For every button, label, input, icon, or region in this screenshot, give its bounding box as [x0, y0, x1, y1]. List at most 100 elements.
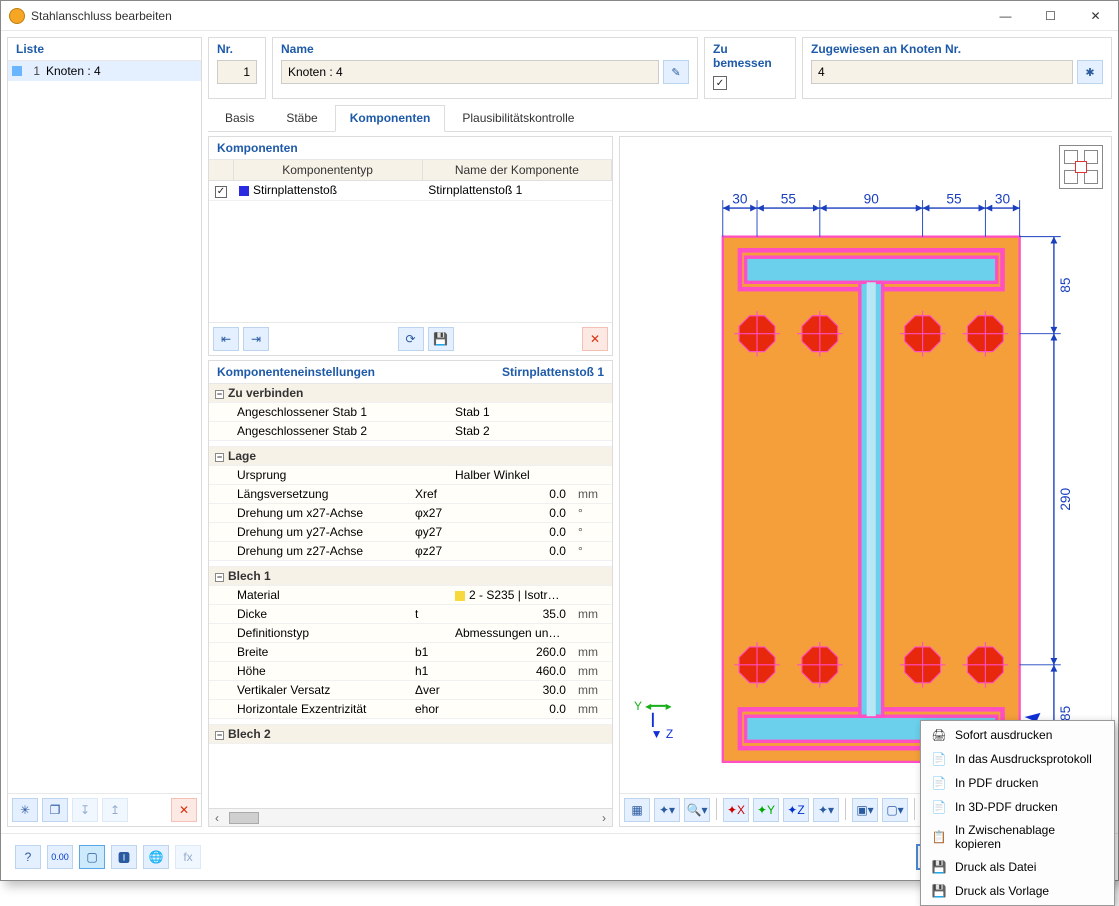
svg-text:30: 30 — [732, 192, 748, 207]
list-color-chip — [12, 66, 22, 76]
context-item[interactable]: 📄In das Ausdrucksprotokoll — [921, 747, 1114, 771]
zugewiesen-input[interactable]: 4 — [811, 60, 1073, 84]
tab-staebe[interactable]: Stäbe — [271, 105, 332, 131]
move-right-icon[interactable]: ⇥ — [243, 327, 269, 351]
ctx-icon: 📄 — [931, 799, 947, 815]
prop-row[interactable]: UrsprungHalber Winkel — [209, 466, 612, 485]
fx-icon[interactable]: fx — [175, 845, 201, 869]
zugewiesen-pick-icon[interactable]: ✱ — [1077, 60, 1103, 84]
list-toolbar: ✳ ❐ ↧ ↥ ✕ — [8, 793, 201, 826]
render-solid-icon[interactable]: ▣▾ — [852, 798, 878, 822]
view-3d-icon[interactable]: ✦▾ — [813, 798, 839, 822]
view-y-icon[interactable]: ✦Y — [753, 798, 779, 822]
prop-row[interactable]: Angeschlossener Stab 2Stab 2 — [209, 422, 612, 441]
context-item[interactable]: 📄In 3D-PDF drucken — [921, 795, 1114, 819]
globe-icon[interactable]: 🌐 — [143, 845, 169, 869]
prop-group[interactable]: −Blech 1 — [209, 567, 612, 586]
grid-icon[interactable]: ▢ — [79, 845, 105, 869]
col-name: Name der Komponente — [422, 160, 611, 181]
copy-icon[interactable]: ❐ — [42, 798, 68, 822]
prop-row[interactable]: Drehung um x27-Achseφx270.0° — [209, 504, 612, 523]
ctx-icon: 📋 — [931, 829, 947, 845]
components-toolbar: ⇤ ⇥ ⟳ 💾 ✕ — [209, 322, 612, 355]
nr-input[interactable]: 1 — [217, 60, 257, 84]
components-title: Komponenten — [209, 137, 612, 160]
library-icon[interactable]: ⟳ — [398, 327, 424, 351]
svg-text:30: 30 — [995, 192, 1011, 207]
viewer-canvas[interactable]: 30559055308529085 Y ◂━━▸ ┃ ▼ Z — [620, 137, 1111, 793]
tab-plausibilitaet[interactable]: Plausibilitätskontrolle — [447, 105, 589, 131]
context-item[interactable]: 📄In PDF drucken — [921, 771, 1114, 795]
close-button[interactable]: ✕ — [1073, 1, 1118, 30]
view-axes-icon[interactable]: ✦▾ — [654, 798, 680, 822]
list-item-label: Knoten : 4 — [46, 64, 101, 78]
settings-header: Komponenteneinstellungen Stirnplattensto… — [209, 361, 612, 384]
prop-row[interactable]: LängsversetzungXref0.0mm — [209, 485, 612, 504]
member-icon[interactable]: 🅸 — [111, 845, 137, 869]
prop-row[interactable]: Angeschlossener Stab 1Stab 1 — [209, 403, 612, 422]
delete-row-icon[interactable]: ✕ — [582, 327, 608, 351]
prop-row[interactable]: Drehung um y27-Achseφy270.0° — [209, 523, 612, 542]
new-icon[interactable]: ✳ — [12, 798, 38, 822]
view-z-icon[interactable]: ✦Z — [783, 798, 809, 822]
prop-row[interactable]: Horizontale Exzentrizitätehor0.0mm — [209, 700, 612, 719]
prop-row[interactable]: Material2 - S235 | Isotrop | Linear ela.… — [209, 586, 612, 605]
view-iso-icon[interactable]: ▦ — [624, 798, 650, 822]
maximize-button[interactable]: ☐ — [1028, 1, 1073, 30]
settings-title-left: Komponenteneinstellungen — [217, 365, 375, 379]
ctx-icon: 💾 — [931, 859, 947, 875]
print-context-menu[interactable]: 🖨Sofort ausdrucken📄In das Ausdrucksproto… — [920, 720, 1115, 906]
main-panel: Nr. 1 Name Knoten : 4 ✎ Zu bemessen ✓ Zu… — [208, 37, 1112, 827]
zugewiesen-block: Zugewiesen an Knoten Nr. 4 ✱ — [802, 37, 1112, 99]
svg-text:290: 290 — [1058, 487, 1073, 510]
list-item[interactable]: 1 Knoten : 4 — [8, 61, 201, 81]
tabs: Basis Stäbe Komponenten Plausibilitätsko… — [208, 105, 1112, 132]
expander-icon[interactable]: − — [215, 390, 224, 399]
svg-text:90: 90 — [864, 192, 880, 207]
prop-row[interactable]: DefinitionstypAbmessungen und Lage — [209, 624, 612, 643]
bemessen-block: Zu bemessen ✓ — [704, 37, 796, 99]
context-item[interactable]: 💾Druck als Vorlage — [921, 879, 1114, 903]
svg-text:85: 85 — [1058, 705, 1073, 721]
prop-row[interactable]: Höheh1460.0mm — [209, 662, 612, 681]
ctx-icon: 📄 — [931, 775, 947, 791]
axis-indicator: Y ◂━━▸ ┃ ▼ Z — [634, 699, 673, 741]
sort-desc-icon[interactable]: ↥ — [102, 798, 128, 822]
name-edit-icon[interactable]: ✎ — [663, 60, 689, 84]
h-scrollbar[interactable]: ‹› — [209, 808, 612, 826]
context-item[interactable]: 💾Druck als Datei — [921, 855, 1114, 879]
prop-group[interactable]: −Zu verbinden — [209, 384, 612, 403]
expander-icon[interactable]: − — [215, 573, 224, 582]
context-item[interactable]: 📋In Zwischenablage kopieren — [921, 819, 1114, 855]
delete-icon[interactable]: ✕ — [171, 798, 197, 822]
units-icon[interactable]: 0.00 — [47, 845, 73, 869]
prop-group[interactable]: −Lage — [209, 447, 612, 466]
help-icon[interactable]: ? — [15, 845, 41, 869]
move-left-icon[interactable]: ⇤ — [213, 327, 239, 351]
context-item[interactable]: 🖨Sofort ausdrucken — [921, 723, 1114, 747]
save-icon[interactable]: 💾 — [428, 327, 454, 351]
expander-icon[interactable]: − — [215, 453, 224, 462]
row-checkbox[interactable]: ✓ — [215, 186, 227, 198]
expander-icon[interactable]: − — [215, 731, 224, 740]
list-item-index: 1 — [26, 64, 46, 78]
view-cube-icon[interactable] — [1059, 145, 1103, 189]
table-row[interactable]: ✓ Stirnplattenstoß Stirnplattenstoß 1 — [209, 181, 612, 201]
prop-row[interactable]: Vertikaler VersatzΔver30.0mm — [209, 681, 612, 700]
name-block: Name Knoten : 4 ✎ — [272, 37, 698, 99]
view-zoom-icon[interactable]: 🔍▾ — [684, 798, 710, 822]
minimize-button[interactable]: — — [983, 1, 1028, 30]
tab-komponenten[interactable]: Komponenten — [335, 105, 446, 132]
prop-row[interactable]: Dicket35.0mm — [209, 605, 612, 624]
prop-row[interactable]: Drehung um z27-Achseφz270.0° — [209, 542, 612, 561]
prop-group[interactable]: −Blech 2 — [209, 725, 612, 744]
prop-row[interactable]: Breiteb1260.0mm — [209, 643, 612, 662]
view-x-icon[interactable]: ✦X — [723, 798, 749, 822]
bemessen-checkbox[interactable]: ✓ — [713, 76, 727, 90]
name-input[interactable]: Knoten : 4 — [281, 60, 659, 84]
render-wire-icon[interactable]: ▢▾ — [882, 798, 908, 822]
tab-basis[interactable]: Basis — [210, 105, 269, 131]
dialog-body: Liste 1 Knoten : 4 ✳ ❐ ↧ ↥ ✕ Nr. — [1, 31, 1118, 833]
sort-asc-icon[interactable]: ↧ — [72, 798, 98, 822]
properties-grid[interactable]: −Zu verbindenAngeschlossener Stab 1Stab … — [209, 384, 612, 808]
